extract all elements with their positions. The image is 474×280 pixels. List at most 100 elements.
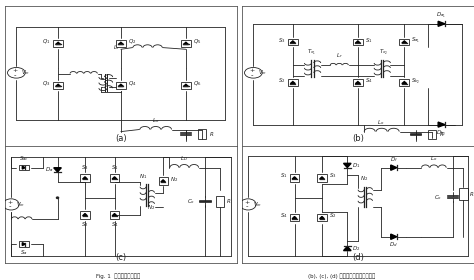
Polygon shape (55, 84, 61, 87)
Text: $L_o$: $L_o$ (377, 118, 385, 127)
Text: $T_{x_2}$: $T_{x_2}$ (379, 48, 388, 57)
Bar (216, 195, 224, 207)
Text: $Q_2$: $Q_2$ (128, 37, 137, 46)
Bar (290, 214, 299, 221)
Polygon shape (82, 177, 87, 179)
Polygon shape (391, 165, 397, 170)
Text: -: - (9, 204, 11, 210)
Polygon shape (344, 163, 351, 167)
Text: $S_{b_2}$: $S_{b_2}$ (411, 76, 421, 86)
Bar (53, 82, 63, 89)
Polygon shape (118, 42, 123, 45)
Bar (353, 79, 363, 86)
Text: $S_4$: $S_4$ (110, 220, 118, 229)
Polygon shape (319, 177, 324, 179)
Polygon shape (54, 168, 61, 172)
Text: +: + (13, 68, 18, 73)
Text: $S_1$: $S_1$ (280, 172, 288, 181)
Bar (290, 174, 299, 182)
Text: $L_o$: $L_o$ (430, 154, 438, 162)
Text: -: - (251, 72, 254, 78)
Bar (181, 82, 191, 89)
Text: $R$: $R$ (209, 130, 214, 138)
Polygon shape (82, 214, 87, 216)
Polygon shape (112, 177, 117, 179)
Text: $Q_5$: $Q_5$ (193, 37, 202, 46)
Polygon shape (292, 177, 297, 179)
Bar (181, 40, 191, 47)
Polygon shape (118, 84, 123, 87)
Text: $Q_6$: $Q_6$ (193, 79, 202, 88)
Bar (110, 211, 119, 218)
Bar (116, 82, 126, 89)
Text: $S_2$: $S_2$ (329, 211, 336, 220)
Text: $N_2$: $N_2$ (147, 203, 155, 212)
Text: $D_2$: $D_2$ (352, 244, 360, 253)
Text: $S_3$: $S_3$ (81, 163, 89, 172)
Bar (400, 39, 409, 45)
Text: (b), (c), (d) 中新型全桥变换器电路图: (b), (c), (d) 中新型全桥变换器电路图 (308, 273, 375, 279)
Bar (317, 174, 327, 182)
Bar (428, 130, 436, 139)
Circle shape (56, 197, 59, 199)
Text: -: - (246, 204, 248, 210)
Text: +: + (8, 200, 13, 205)
Text: $V_{in}$: $V_{in}$ (16, 200, 26, 209)
Bar (317, 214, 327, 221)
Bar (288, 39, 298, 45)
Text: $S_3$: $S_3$ (278, 36, 286, 45)
Polygon shape (344, 246, 351, 251)
Polygon shape (319, 216, 324, 219)
Text: $R$: $R$ (439, 130, 445, 138)
Text: $S_4$: $S_4$ (365, 76, 373, 85)
Bar (198, 129, 206, 139)
Polygon shape (291, 41, 295, 43)
Text: $L_o$: $L_o$ (152, 116, 159, 125)
Text: $S_{ac}$: $S_{ac}$ (19, 154, 29, 163)
Text: $D_a$: $D_a$ (45, 165, 53, 174)
Text: $Q_4$: $Q_4$ (128, 79, 137, 88)
Text: $L_r$: $L_r$ (113, 43, 119, 52)
Text: $S_4$: $S_4$ (280, 211, 288, 220)
Polygon shape (438, 122, 445, 127)
Bar (80, 174, 90, 182)
Text: Fig. 1  现有的典型电路图: Fig. 1 现有的典型电路图 (96, 273, 141, 279)
Text: $N_2$: $N_2$ (360, 174, 368, 183)
Text: $S_a$: $S_a$ (20, 248, 27, 257)
Text: $D_{a_1}$: $D_{a_1}$ (437, 11, 447, 20)
Text: $N_2$: $N_2$ (170, 175, 178, 183)
Text: (b): (b) (352, 134, 364, 143)
Text: $C_o$: $C_o$ (187, 197, 195, 206)
Text: $S_{a_1}$: $S_{a_1}$ (411, 36, 421, 45)
Text: +: + (245, 200, 250, 205)
Text: $S_2$: $S_2$ (81, 220, 89, 229)
Text: $L_D$: $L_D$ (180, 154, 188, 162)
Polygon shape (22, 243, 25, 246)
Polygon shape (402, 81, 407, 84)
Text: $Q_1$: $Q_1$ (42, 37, 51, 46)
Text: $D_f$: $D_f$ (390, 155, 398, 164)
Bar (459, 188, 468, 200)
Text: +: + (250, 68, 255, 73)
Polygon shape (112, 214, 117, 216)
Text: (d): (d) (352, 253, 364, 262)
Bar (53, 40, 63, 47)
Bar (159, 177, 167, 185)
Polygon shape (438, 21, 445, 26)
Text: (c): (c) (115, 253, 127, 262)
Bar (400, 79, 409, 86)
Text: $T_{x_1}$: $T_{x_1}$ (307, 48, 316, 57)
Bar (353, 39, 363, 45)
Text: $Q_3$: $Q_3$ (42, 79, 51, 88)
Polygon shape (161, 180, 165, 182)
Text: $C_o$: $C_o$ (434, 193, 442, 202)
Polygon shape (356, 81, 360, 84)
Text: $S_1$: $S_1$ (365, 36, 373, 45)
Bar (288, 79, 298, 86)
Polygon shape (402, 41, 407, 43)
Bar (80, 211, 90, 218)
Text: $D_1$: $D_1$ (352, 161, 360, 170)
Polygon shape (391, 234, 397, 239)
Text: $V_{in}$: $V_{in}$ (258, 68, 267, 77)
Polygon shape (292, 216, 297, 219)
